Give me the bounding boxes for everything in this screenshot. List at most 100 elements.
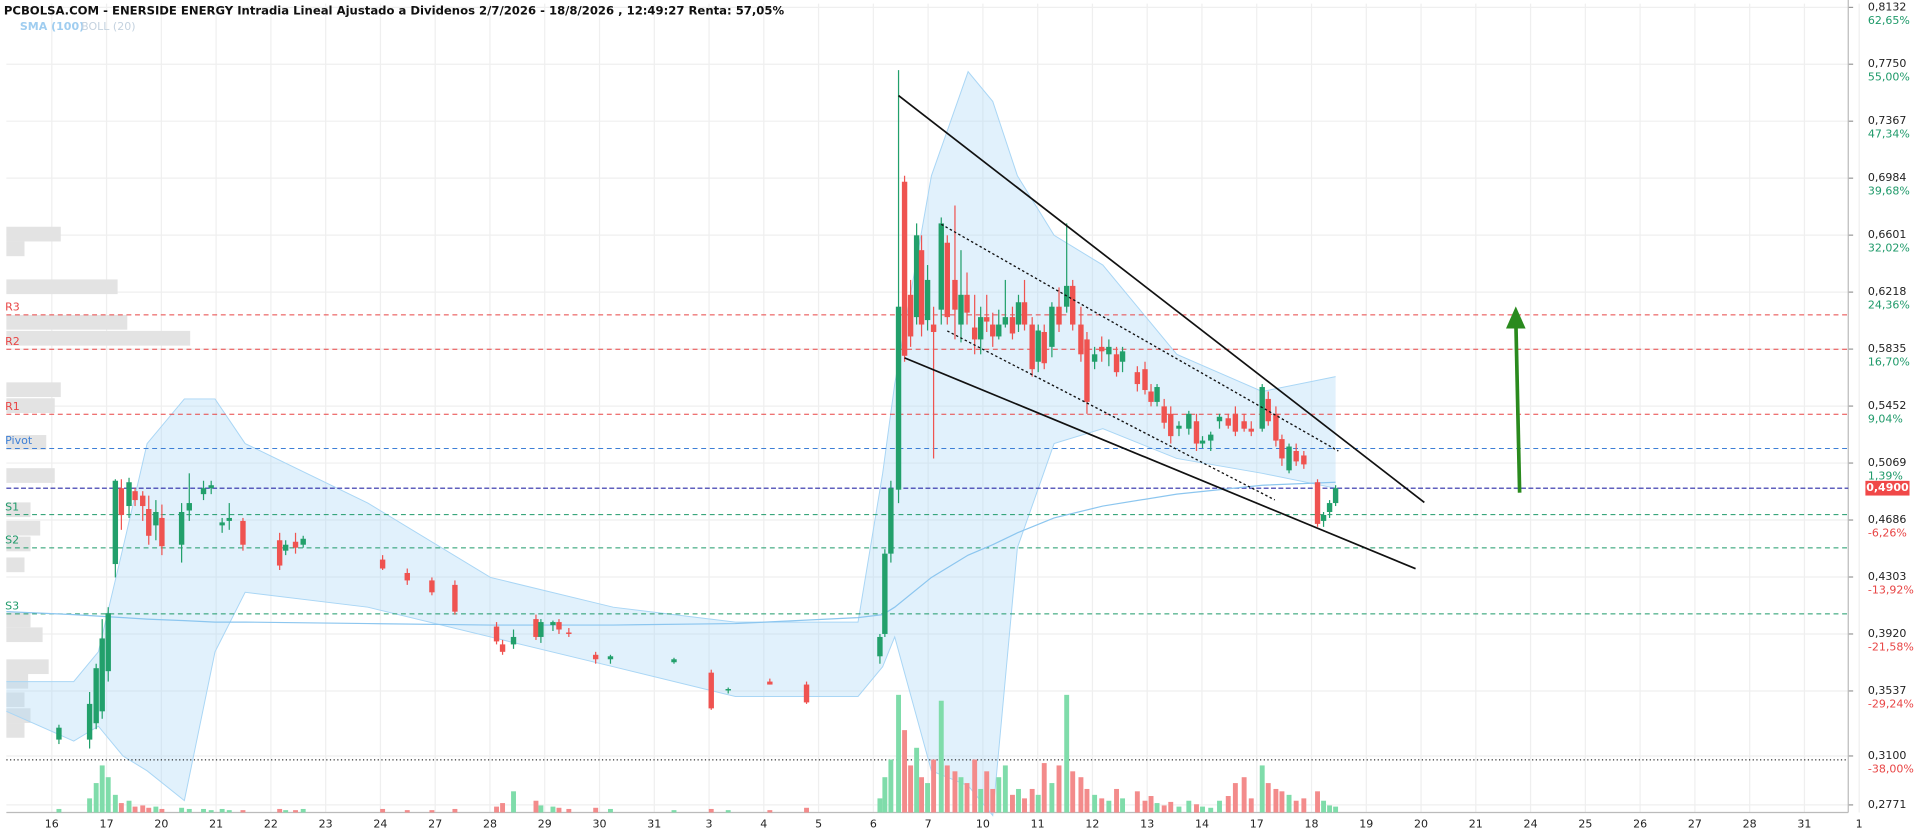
candle-body: [938, 223, 944, 310]
x-tick-label: 12: [1085, 818, 1099, 831]
volume-bar: [1176, 806, 1182, 813]
volume-bar: [1248, 798, 1254, 813]
candle-body: [958, 294, 964, 325]
x-tick-label: 24: [373, 818, 387, 831]
candle-body: [493, 626, 500, 642]
x-tick-label: 27: [428, 818, 442, 831]
y2-tick-label: 32,02%: [1868, 242, 1910, 255]
candle-body: [1320, 514, 1327, 521]
candle-body: [924, 279, 931, 321]
y-tick-label: 0,6601: [1868, 228, 1907, 241]
volume-bar: [219, 808, 225, 813]
candle-body: [208, 485, 214, 489]
volume-bar: [118, 803, 124, 813]
candle-body: [1106, 346, 1112, 355]
volume-bar: [1010, 794, 1015, 813]
candle-body: [803, 684, 810, 703]
volume-bar: [1022, 798, 1027, 813]
volume-bar: [494, 806, 499, 813]
candle-body: [1241, 421, 1247, 429]
candle-body: [1091, 354, 1098, 362]
volume-bar: [1154, 803, 1160, 813]
y2-tick-label: -29,24%: [1868, 697, 1914, 710]
volume-bar: [1161, 805, 1167, 813]
volume-bar: [1168, 801, 1174, 813]
candle-body: [978, 317, 984, 340]
volume-bar: [300, 808, 306, 813]
y-tick-label: 0,3920: [1868, 627, 1907, 640]
candle-body: [1078, 324, 1084, 355]
volume-bar: [1142, 800, 1148, 813]
volume-bar: [132, 806, 138, 813]
candle-body: [159, 517, 165, 547]
trend-line: [898, 94, 1425, 504]
volume-bar: [1217, 800, 1222, 813]
x-tick-label: 22: [264, 818, 278, 831]
x-tick-label: 25: [1578, 818, 1592, 831]
volume-bar: [283, 810, 289, 813]
candle-body: [499, 644, 506, 652]
candle-body: [671, 659, 677, 663]
x-tick-label: 21: [209, 818, 223, 831]
volume-profile-bar: [6, 226, 61, 242]
candle-body: [1063, 285, 1070, 307]
x-tick-label: 31: [1797, 818, 1811, 831]
volume-profile-bar: [6, 612, 31, 628]
candle-body: [1176, 425, 1182, 429]
y2-tick-label: -6,26%: [1868, 526, 1907, 539]
candle-body: [944, 242, 950, 318]
candle-body: [708, 672, 714, 709]
candle-body: [300, 538, 306, 545]
volume-profile-bar: [6, 659, 49, 675]
candle-body: [1142, 369, 1148, 391]
candle-body: [1232, 413, 1239, 432]
volume-profile-bar: [6, 557, 25, 573]
candle-body: [964, 294, 970, 313]
volume-bar: [452, 808, 458, 813]
volume-profile-bar: [6, 627, 43, 643]
volume-bar: [1321, 800, 1327, 813]
candle-body: [895, 306, 902, 490]
pivot-label: Pivot: [5, 434, 33, 447]
volume-bar: [146, 807, 152, 813]
volume-profile-bar: [6, 520, 41, 536]
y2-tick-label: 24,36%: [1868, 299, 1910, 312]
candle-body: [282, 544, 289, 551]
x-tick-label: 31: [647, 818, 661, 831]
candle-body: [240, 520, 246, 545]
candle-body: [404, 572, 410, 581]
volume-profile-bar: [6, 468, 55, 483]
candle-body: [1029, 324, 1035, 370]
x-tick-label: 11: [1031, 818, 1045, 831]
volume-bar: [500, 803, 506, 813]
candle-body: [984, 317, 990, 322]
candle-body: [226, 517, 232, 521]
volume-bar: [56, 808, 62, 813]
volume-profile-bar: [6, 398, 55, 413]
x-tick-label: 27: [1688, 818, 1702, 831]
volume-bar: [1049, 783, 1055, 813]
candle-body: [1273, 413, 1279, 441]
candle-body: [146, 509, 152, 536]
volume-bar: [1002, 765, 1008, 813]
y2-tick-label: 55,00%: [1868, 71, 1910, 84]
pivot-label: S1: [5, 500, 19, 513]
volume-bar: [87, 798, 93, 813]
x-tick-label: 24: [1524, 818, 1538, 831]
volume-bar: [925, 783, 931, 813]
candle-body: [1041, 331, 1047, 364]
candle-body: [882, 553, 888, 634]
candle-body: [877, 636, 883, 657]
volume-bar: [1114, 788, 1119, 813]
volume-bar: [990, 788, 996, 813]
candle-body: [907, 294, 914, 337]
candle-body: [276, 540, 283, 566]
candle-body: [556, 622, 562, 630]
volume-bar: [153, 806, 159, 813]
volume-bar: [1293, 800, 1299, 813]
volume-bar: [984, 771, 990, 813]
candle-body: [452, 584, 458, 612]
volume-bar: [293, 810, 298, 813]
x-tick-label: 6: [870, 818, 877, 831]
volume-bar: [1099, 798, 1105, 813]
